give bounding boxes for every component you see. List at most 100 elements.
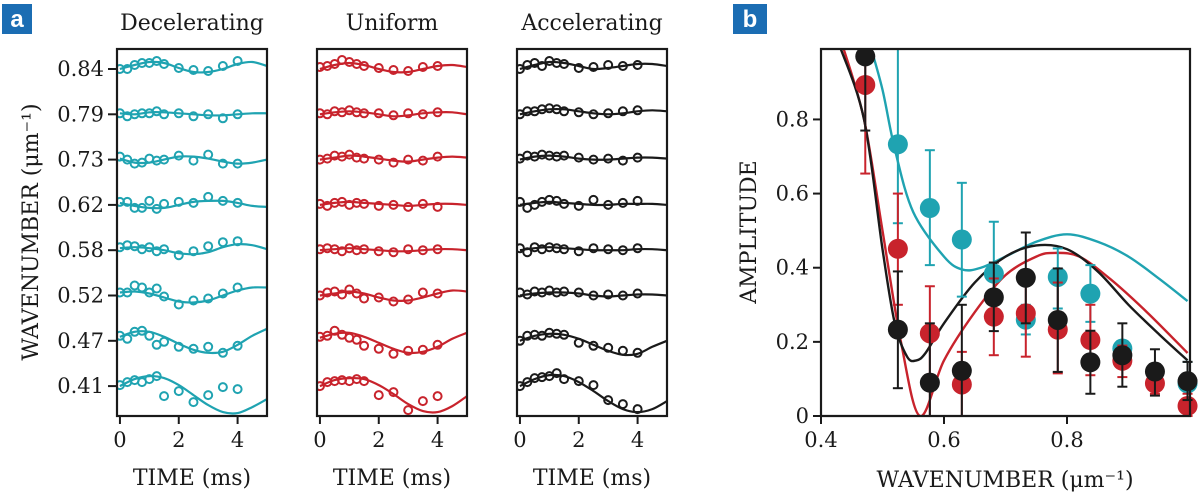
y-tick-label: 0.52 <box>57 284 104 308</box>
fit-curve <box>119 374 267 415</box>
data-point <box>919 372 940 393</box>
y-tick-label: 0.58 <box>57 238 104 262</box>
data-point <box>188 295 199 306</box>
series-accelerating <box>855 49 1198 417</box>
data-point <box>373 292 384 303</box>
trace-0.47 <box>117 325 267 358</box>
data-point <box>373 246 384 257</box>
data-point <box>1047 309 1068 330</box>
data-point <box>388 199 399 210</box>
x-tick-label: 0.4 <box>804 428 837 452</box>
data-point <box>588 290 599 301</box>
panel-b-xlabel: WAVENUMBER (μm⁻¹) <box>876 468 1133 493</box>
x-axis-label: TIME (ms) <box>533 466 651 491</box>
data-point <box>951 229 972 250</box>
data-point <box>551 368 562 379</box>
y-tick-label: 0.73 <box>57 148 104 172</box>
data-point <box>359 198 370 209</box>
data-point <box>322 330 333 341</box>
data-point <box>388 65 399 75</box>
data-point <box>983 287 1004 308</box>
trace-0.52 <box>117 280 267 310</box>
panel-a-label: a <box>2 4 32 34</box>
data-point <box>403 294 414 305</box>
data-point <box>232 340 243 351</box>
data-point <box>573 152 584 163</box>
trace-0.62 <box>517 194 667 213</box>
x-tick-label: 2 <box>572 428 585 452</box>
data-point <box>137 157 147 168</box>
trace-0.47 <box>317 325 467 359</box>
data-point <box>559 106 570 117</box>
data-point <box>173 250 184 261</box>
y-tick-label: 0.41 <box>57 374 104 398</box>
data-point <box>617 106 628 117</box>
data-point <box>432 288 443 299</box>
fit-curve-accelerating <box>839 49 1189 363</box>
data-point <box>559 150 570 161</box>
data-point <box>232 56 243 66</box>
fit-curve <box>119 286 267 304</box>
data-point <box>887 319 908 340</box>
data-point <box>617 290 628 301</box>
data-point <box>217 113 228 124</box>
data-point <box>388 157 399 168</box>
data-point <box>388 387 399 398</box>
trace-0.52 <box>317 284 467 307</box>
data-point <box>617 345 628 356</box>
data-point <box>232 384 243 395</box>
data-point <box>329 325 340 336</box>
data-point <box>359 108 370 119</box>
data-point <box>603 199 614 210</box>
data-point <box>217 61 228 71</box>
data-point <box>173 150 184 161</box>
data-point <box>373 390 384 401</box>
data-point <box>559 286 570 297</box>
data-point <box>1080 283 1101 304</box>
data-point <box>522 247 533 258</box>
data-point <box>517 64 525 74</box>
data-point <box>588 154 599 165</box>
data-point <box>122 333 133 344</box>
data-point <box>203 341 214 352</box>
data-point <box>517 243 525 254</box>
data-point <box>403 405 414 416</box>
data-point <box>232 197 243 208</box>
data-point <box>588 380 599 391</box>
data-point <box>432 339 443 350</box>
data-point <box>151 283 162 294</box>
data-point <box>137 282 147 293</box>
data-point <box>517 196 525 207</box>
y-tick-label: 0.2 <box>776 330 809 354</box>
data-point <box>159 154 170 165</box>
data-point <box>632 195 643 206</box>
trace-0.58 <box>117 236 267 261</box>
panel-a-letter: a <box>10 6 24 33</box>
data-point <box>217 237 228 248</box>
panel-b-letter: b <box>743 6 758 33</box>
data-point <box>417 109 428 120</box>
data-point <box>159 291 170 302</box>
data-point <box>432 151 443 162</box>
data-point <box>588 340 599 351</box>
data-point <box>855 49 876 67</box>
data-point <box>359 244 370 255</box>
y-tick-label: 0.84 <box>57 57 104 81</box>
data-point <box>517 381 525 392</box>
panel-a-ylabel: WAVENUMBER (μm⁻¹) <box>19 103 44 360</box>
axes-frame <box>115 47 269 418</box>
data-point <box>329 59 340 69</box>
data-point <box>617 245 628 256</box>
data-point <box>887 238 908 259</box>
x-tick-label: 0 <box>113 428 126 452</box>
plot-area <box>839 49 1198 417</box>
data-point <box>344 284 355 295</box>
data-point <box>573 246 584 257</box>
data-point <box>217 347 228 358</box>
data-point <box>232 158 243 169</box>
data-point <box>373 343 384 354</box>
data-point <box>232 282 243 293</box>
trace-0.41 <box>117 371 267 415</box>
data-point <box>188 197 199 208</box>
